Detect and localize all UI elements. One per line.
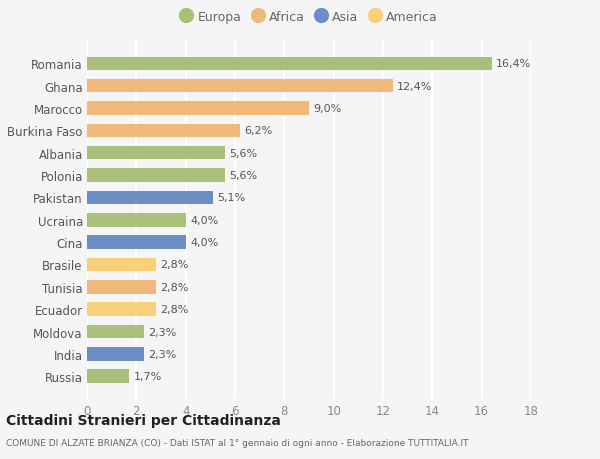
Text: 6,2%: 6,2%: [244, 126, 272, 136]
Bar: [87, 258, 156, 272]
Text: COMUNE DI ALZATE BRIANZA (CO) - Dati ISTAT al 1° gennaio di ogni anno - Elaboraz: COMUNE DI ALZATE BRIANZA (CO) - Dati IST…: [6, 438, 469, 448]
Text: 2,3%: 2,3%: [148, 349, 176, 359]
Bar: [87, 369, 129, 383]
Text: 16,4%: 16,4%: [496, 59, 531, 69]
Bar: [87, 147, 225, 160]
Bar: [87, 124, 240, 138]
Bar: [87, 213, 185, 227]
Bar: [87, 347, 144, 361]
Bar: [87, 325, 144, 338]
Bar: [87, 280, 156, 294]
Text: 9,0%: 9,0%: [313, 104, 341, 114]
Text: 2,8%: 2,8%: [161, 260, 189, 270]
Text: Cittadini Stranieri per Cittadinanza: Cittadini Stranieri per Cittadinanza: [6, 413, 281, 427]
Bar: [87, 191, 213, 205]
Text: 5,6%: 5,6%: [230, 171, 257, 181]
Legend: Europa, Africa, Asia, America: Europa, Africa, Asia, America: [175, 6, 443, 29]
Text: 5,1%: 5,1%: [217, 193, 245, 203]
Text: 2,3%: 2,3%: [148, 327, 176, 337]
Text: 4,0%: 4,0%: [190, 238, 218, 247]
Bar: [87, 80, 393, 93]
Text: 2,8%: 2,8%: [161, 304, 189, 314]
Text: 5,6%: 5,6%: [230, 148, 257, 158]
Bar: [87, 102, 309, 116]
Bar: [87, 236, 185, 249]
Text: 4,0%: 4,0%: [190, 215, 218, 225]
Bar: [87, 57, 491, 71]
Bar: [87, 169, 225, 182]
Text: 2,8%: 2,8%: [161, 282, 189, 292]
Text: 1,7%: 1,7%: [133, 371, 161, 381]
Bar: [87, 303, 156, 316]
Text: 12,4%: 12,4%: [397, 82, 433, 91]
